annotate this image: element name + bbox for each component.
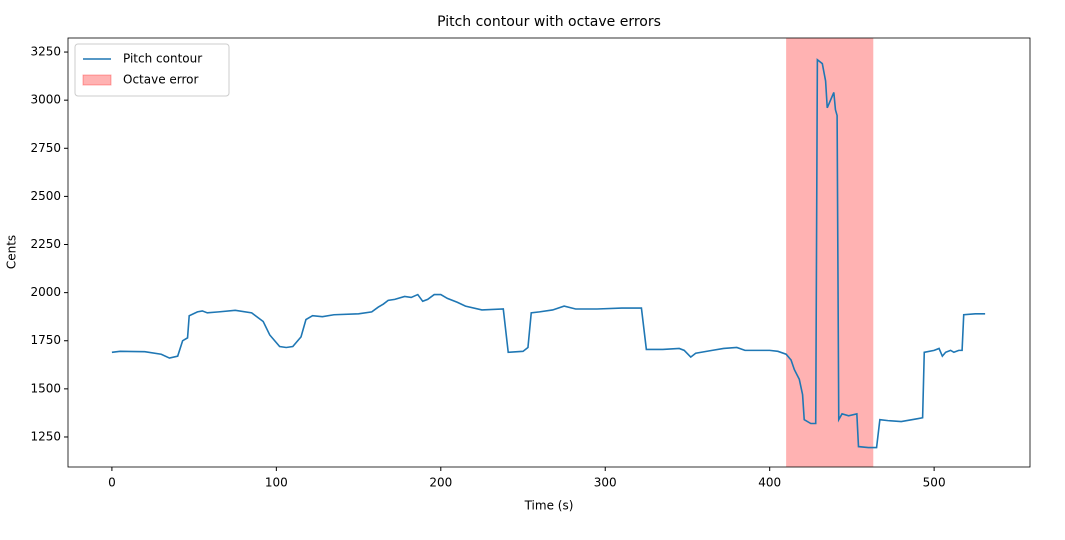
y-tick-label: 3250 (30, 45, 61, 59)
span (786, 38, 874, 467)
x-tick-label: 300 (594, 476, 617, 490)
line-series (111, 58, 986, 449)
legend-swatch (82, 74, 112, 86)
x-axis-label: Time (s) (524, 499, 574, 513)
y-tick-label: 1250 (30, 429, 61, 443)
x-tick-label: 400 (758, 476, 781, 490)
x-tick-label: 0 (108, 476, 116, 490)
x-tick-label: 200 (429, 476, 452, 490)
plot-frame (67, 37, 1031, 468)
y-tick-label: 1500 (30, 381, 61, 395)
y-tick-label: 3000 (30, 93, 61, 107)
x-tick-label: 100 (265, 476, 288, 490)
x-tick-label: 500 (923, 476, 946, 490)
chart-title: Pitch contour with octave errors (437, 14, 661, 30)
legend-box (74, 43, 230, 97)
legend-label: Pitch contour (123, 52, 202, 66)
y-tick-label: 2000 (30, 285, 61, 299)
y-tick-label: 2750 (30, 141, 61, 155)
y-tick-label: 2500 (30, 189, 61, 203)
y-tick-label: 1750 (30, 333, 61, 347)
y-axis-label: Cents (5, 235, 19, 269)
y-tick-label: 2250 (30, 237, 61, 251)
legend-label: Octave error (123, 73, 199, 87)
